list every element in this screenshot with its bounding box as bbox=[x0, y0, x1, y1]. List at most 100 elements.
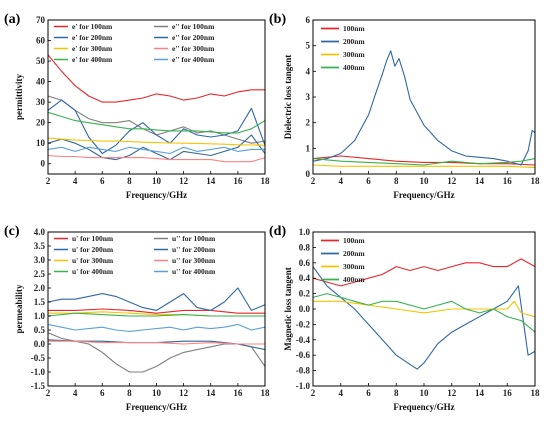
series-line-3 bbox=[313, 164, 535, 169]
x-tick-label: 10 bbox=[420, 176, 430, 186]
x-tick-label: 16 bbox=[233, 176, 243, 186]
y-axis-label: Magnetic loss tangent bbox=[283, 267, 293, 351]
y-tick-label: 0.6 bbox=[299, 258, 311, 268]
x-tick-label: 14 bbox=[475, 388, 485, 398]
panel-2: 2 4 6 8 10 12 14 16 180123456Frequency/GHzDielec… bbox=[269, 12, 540, 200]
legend-entry: e'' for 200nm bbox=[172, 33, 215, 42]
series-group bbox=[48, 54, 265, 163]
legend-entry: u'' for 400nm bbox=[172, 267, 216, 276]
x-tick-label: 18 bbox=[261, 176, 271, 186]
y-tick-label: 0.5 bbox=[34, 325, 46, 335]
series-line-1 bbox=[48, 54, 265, 103]
y-axis-label: permeability bbox=[14, 284, 24, 333]
x-tick-label: 2 bbox=[46, 388, 51, 398]
x-tick-label: 12 bbox=[179, 176, 189, 186]
y-tick-label: -0.5 bbox=[31, 353, 46, 363]
x-tick-label: 10 bbox=[152, 176, 162, 186]
x-tick-label: 10 bbox=[152, 388, 162, 398]
legend-entry: e' for 300nm bbox=[72, 44, 113, 53]
legend: e' for 100nm e'' for 100nm e' for 200nm e''… bbox=[54, 22, 215, 64]
y-tick-label: 4 bbox=[306, 66, 311, 76]
legend-entry: u'' for 300nm bbox=[172, 256, 216, 265]
series-group bbox=[313, 50, 535, 169]
x-tick-label: 4 bbox=[339, 388, 344, 398]
x-axis-label: Frequency/GHz bbox=[126, 402, 187, 412]
legend-entry: e'' for 100nm bbox=[172, 22, 215, 31]
x-axis-label: Frequency/GHz bbox=[393, 402, 454, 412]
x-tick-label: 4 bbox=[73, 176, 78, 186]
x-tick-label: 2 bbox=[311, 388, 316, 398]
y-tick-label: 0 bbox=[306, 169, 311, 179]
panel-3: 2 4 6 8 10 12 14 16 18 -1.5 -1.0 -0.5 0.0 0.5 1.0 1.5 2.… bbox=[4, 224, 270, 412]
legend-entry: 400nm bbox=[343, 275, 365, 284]
series-group bbox=[313, 258, 535, 370]
y-tick-label: 10 bbox=[36, 138, 46, 148]
y-tick-label: 0 bbox=[41, 159, 46, 169]
legend-entry: 100nm bbox=[343, 24, 365, 33]
y-tick-label: 0.0 bbox=[299, 304, 311, 314]
y-tick-label: 0.8 bbox=[299, 242, 311, 252]
y-tick-label: -1.0 bbox=[31, 367, 46, 377]
legend-entry: 300nm bbox=[343, 262, 365, 271]
x-tick-label: 8 bbox=[127, 388, 132, 398]
x-tick-label: 6 bbox=[100, 176, 105, 186]
series-line-7 bbox=[48, 312, 265, 317]
legend-entry: e'' for 400nm bbox=[172, 55, 215, 64]
x-tick-label: 14 bbox=[206, 388, 216, 398]
y-tick-label: 60 bbox=[36, 36, 46, 46]
legend: u' for 100nm u'' for 100nm u' for 200nm u''… bbox=[54, 234, 216, 276]
x-tick-label: 4 bbox=[339, 176, 344, 186]
y-tick-label: 40 bbox=[36, 77, 46, 87]
series-line-1 bbox=[313, 258, 535, 287]
series-line-8 bbox=[48, 323, 265, 332]
series-line-7 bbox=[48, 111, 265, 134]
y-tick-label: 1.5 bbox=[34, 297, 46, 307]
y-tick-label: 0.2 bbox=[299, 289, 311, 299]
series-line-4 bbox=[313, 293, 535, 333]
legend-entry: e'' for 300nm bbox=[172, 44, 215, 53]
y-tick-label: 2 bbox=[306, 118, 311, 128]
x-tick-label: 18 bbox=[531, 388, 541, 398]
panel-label: (b) bbox=[269, 12, 286, 27]
series-line-2 bbox=[313, 266, 535, 370]
legend-entry: u' for 200nm bbox=[72, 245, 114, 254]
legend: 100nm 200nm 300nm 400nm bbox=[321, 236, 365, 284]
y-tick-label: 1.0 bbox=[299, 227, 311, 237]
x-axis-label: Frequency/GHz bbox=[126, 190, 187, 200]
y-tick-label: 1.0 bbox=[34, 311, 46, 321]
legend-entry: 200nm bbox=[343, 37, 365, 46]
y-tick-label: -0.2 bbox=[296, 319, 311, 329]
legend-entry: u'' for 100nm bbox=[172, 234, 216, 243]
legend-entry: u' for 400nm bbox=[72, 267, 114, 276]
series-line-1 bbox=[48, 308, 265, 314]
y-tick-label: 70 bbox=[36, 15, 46, 25]
series-line-2 bbox=[48, 95, 265, 144]
legend-entry: 200nm bbox=[343, 249, 365, 258]
y-tick-label: 6 bbox=[306, 15, 311, 25]
x-tick-label: 18 bbox=[261, 388, 271, 398]
y-tick-label: -1.0 bbox=[296, 381, 311, 391]
y-tick-label: 3.5 bbox=[34, 241, 46, 251]
y-tick-label: 4.0 bbox=[34, 227, 46, 237]
y-tick-label: 3.0 bbox=[34, 255, 46, 265]
legend: 100nm 200nm 300nm 400nm bbox=[321, 24, 365, 72]
y-tick-label: 0.4 bbox=[299, 273, 311, 283]
x-tick-label: 6 bbox=[366, 176, 371, 186]
y-tick-label: 50 bbox=[36, 56, 46, 66]
panel-label: (a) bbox=[4, 12, 21, 27]
x-tick-label: 8 bbox=[394, 176, 399, 186]
legend-entry: u'' for 200nm bbox=[172, 245, 216, 254]
x-axis-label: Frequency/GHz bbox=[393, 190, 454, 200]
legend-entry: 100nm bbox=[343, 236, 365, 245]
y-tick-label: -1.5 bbox=[31, 381, 46, 391]
y-tick-label: -0.6 bbox=[296, 350, 311, 360]
legend-entry: u' for 100nm bbox=[72, 234, 114, 243]
panel-1: 2 4 6 8 10 12 14 16 18 0 10 20 30 40 50 60 70 Frequency/G… bbox=[4, 12, 270, 200]
legend-entry: e' for 200nm bbox=[72, 33, 113, 42]
x-tick-label: 2 bbox=[46, 176, 51, 186]
series-group bbox=[48, 287, 265, 373]
panel-4: 2 4 6 8 10 12 14 16 18 -1.0 -0.8 -0.6 -0.4 -0.2 0.0 0.2… bbox=[269, 224, 540, 412]
x-tick-label: 14 bbox=[206, 176, 216, 186]
series-line-4 bbox=[48, 134, 265, 161]
